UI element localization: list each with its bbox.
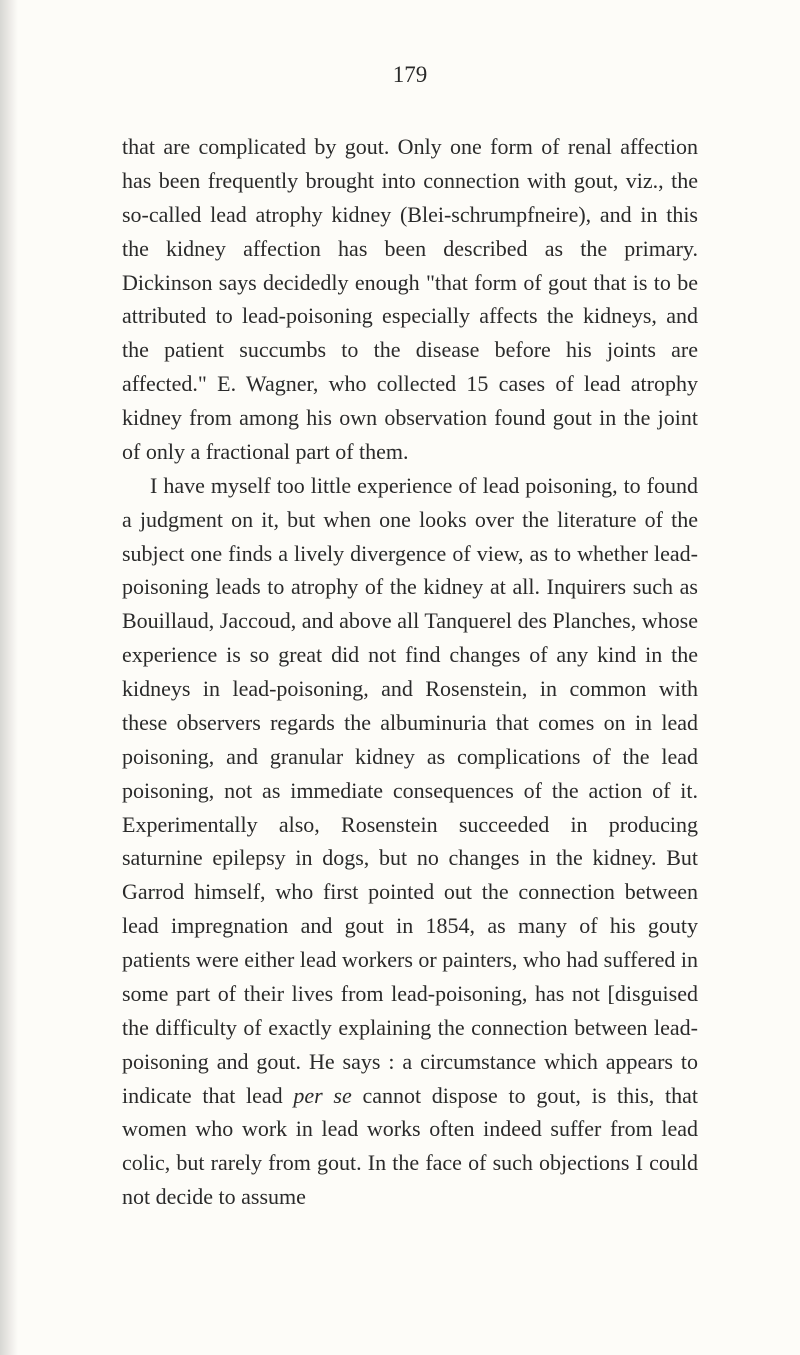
paragraph-2: I have myself too little experience of l…: [122, 469, 698, 1214]
body-text-container: that are complicated by gout. Only one f…: [122, 130, 698, 1214]
page-shadow: [0, 0, 18, 1355]
document-page: 179 that are complicated by gout. Only o…: [0, 0, 800, 1355]
page-number: 179: [122, 62, 698, 88]
paragraph-1: that are complicated by gout. Only one f…: [122, 130, 698, 469]
